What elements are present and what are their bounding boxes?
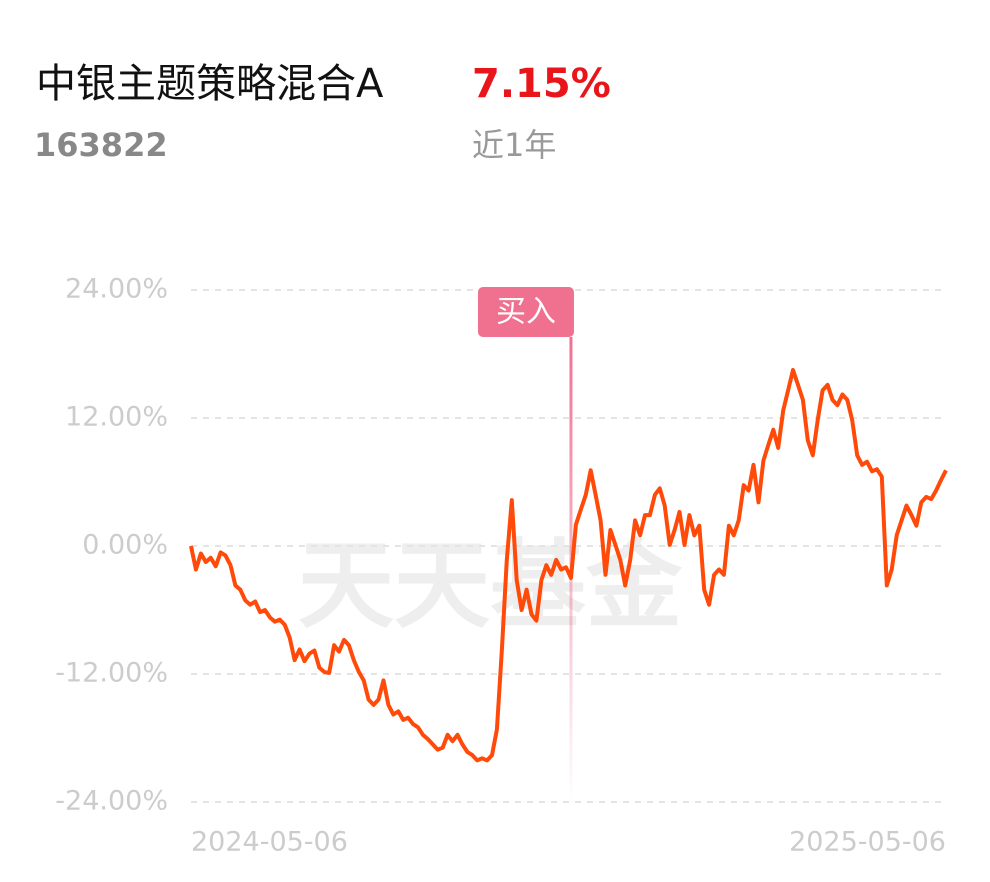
fund-name: 中银主题策略混合A (36, 61, 384, 107)
price-line (189, 368, 948, 763)
x-tick-label: 2025-05-06 (789, 827, 946, 858)
buy-badge (477, 287, 574, 337)
period: 近1年 (472, 126, 556, 164)
y-tick-label: 24.00% (65, 274, 168, 305)
y-tick-label: -12.00% (55, 658, 168, 689)
y-tick-label: 0.00% (82, 530, 168, 561)
return: 7.15% (472, 61, 611, 107)
y-tick-label: 12.00% (65, 402, 168, 433)
watermark: 天天基金 (298, 529, 683, 641)
y-tick-label: -24.00% (55, 786, 168, 817)
buy-label: 买入 (496, 295, 556, 330)
x-tick-label: 2024-05-06 (191, 827, 348, 858)
fund-code: 163822 (34, 126, 168, 164)
